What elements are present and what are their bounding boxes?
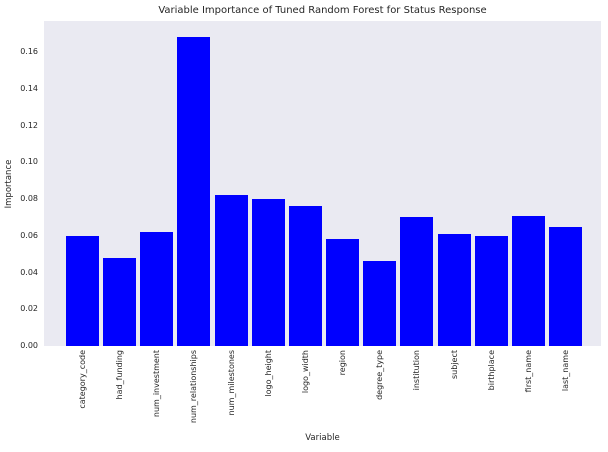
- bar-degree_type: [363, 261, 397, 346]
- bar-num_milestones: [214, 195, 248, 346]
- y-tick-label: 0.10: [20, 157, 38, 167]
- y-tick-label: 0.06: [20, 230, 38, 240]
- x-tick-label: num_milestones: [226, 350, 236, 416]
- bar-num_relationships: [177, 37, 211, 346]
- plot-area: [44, 21, 601, 346]
- bar-last_name: [548, 226, 582, 346]
- y-tick-label: 0.16: [20, 47, 38, 57]
- x-tick-label: institution: [412, 350, 422, 391]
- x-tick-label: logo_width: [300, 350, 310, 394]
- x-tick-label: num_investment: [152, 350, 162, 418]
- y-tick-label: 0.00: [20, 341, 38, 350]
- y-tick-label: 0.12: [20, 120, 38, 130]
- bar-region: [326, 239, 360, 346]
- y-tick-label: 0.04: [20, 267, 38, 277]
- bar-institution: [400, 217, 434, 346]
- x-tick-label: had_funding: [115, 350, 125, 400]
- x-tick-label: degree_type: [375, 350, 385, 400]
- x-tick-label: category_code: [78, 350, 87, 409]
- chart-title: Variable Importance of Tuned Random Fore…: [158, 5, 487, 16]
- x-axis-label: Variable: [305, 433, 340, 443]
- y-tick-label: 0.08: [20, 194, 38, 204]
- bar-logo_height: [251, 199, 285, 346]
- x-tick-label: logo_height: [263, 350, 273, 397]
- x-tick-label: num_relationships: [189, 350, 199, 424]
- x-tick-label: first_name: [523, 350, 533, 393]
- bar-first_name: [511, 215, 545, 346]
- x-tick-label: birthplace: [486, 350, 496, 391]
- x-tick-label: region: [338, 350, 348, 376]
- y-tick-label: 0.14: [20, 83, 38, 93]
- y-tick-label: 0.02: [20, 304, 38, 314]
- bar-category_code: [66, 235, 99, 346]
- bar-birthplace: [474, 235, 508, 346]
- bar-subject: [437, 233, 471, 346]
- bar-logo_width: [288, 206, 322, 346]
- x-tick-label: subject: [449, 350, 459, 379]
- bar-num_investment: [140, 232, 174, 346]
- y-axis-label: Importance: [4, 159, 14, 208]
- bar-had_funding: [103, 257, 137, 346]
- x-tick-label: last_name: [560, 350, 570, 392]
